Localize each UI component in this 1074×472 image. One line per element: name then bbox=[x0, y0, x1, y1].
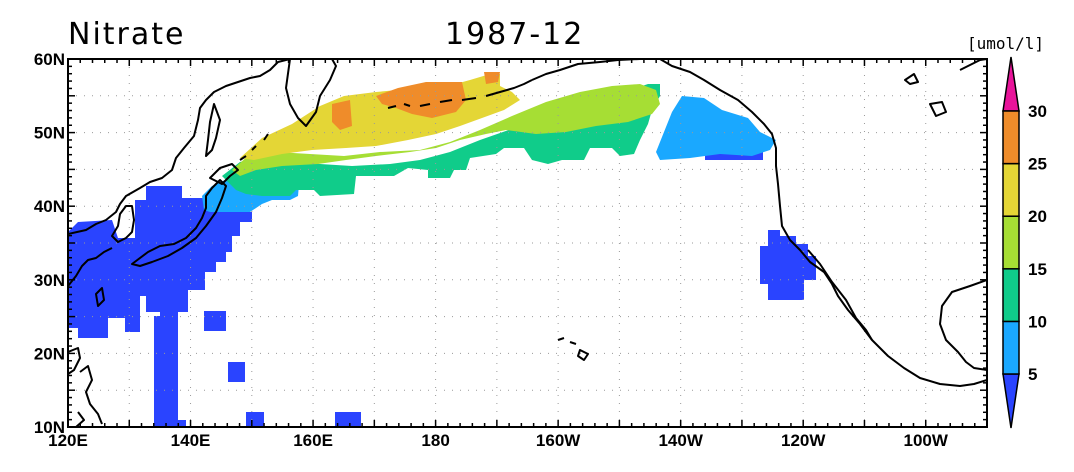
coast-baja bbox=[807, 249, 873, 341]
map-plot-area: 120E 140E 160E 180 160W 140W 120W 100W 60N 50N 40N… bbox=[34, 50, 988, 450]
lon-tick-label: 120E bbox=[48, 431, 88, 450]
lat-tick-label: 10N bbox=[34, 418, 65, 437]
field-below-5-patch-a bbox=[204, 311, 226, 331]
coast-philippines bbox=[75, 365, 103, 427]
field-below-5-west bbox=[68, 186, 252, 338]
field-15-20 bbox=[232, 84, 660, 176]
lat-tick-label: 50N bbox=[34, 124, 65, 143]
colorbar-segment bbox=[1002, 162, 1020, 217]
field-below-5-east bbox=[760, 230, 816, 300]
lat-tick-label: 60N bbox=[34, 50, 65, 69]
coast-sakhalin bbox=[205, 103, 221, 157]
field-25-30-c bbox=[484, 72, 500, 84]
coastlines bbox=[68, 59, 987, 427]
lon-tick-label: 100W bbox=[904, 431, 949, 450]
coast-korea bbox=[111, 205, 135, 243]
colorbar-segment bbox=[1002, 320, 1020, 375]
field-below-5-patch-c bbox=[246, 412, 264, 427]
lat-tick-label: 40N bbox=[34, 197, 65, 216]
colorbar-segment bbox=[1002, 215, 1020, 270]
coast-hawaii bbox=[557, 337, 589, 361]
colorbar-level-label: 20 bbox=[1028, 207, 1047, 226]
lon-tick-label: 140W bbox=[658, 431, 703, 450]
nitrate-field bbox=[68, 72, 816, 427]
colorbar-extend-low bbox=[1002, 373, 1020, 429]
colorbar-level-label: 30 bbox=[1028, 102, 1047, 121]
coast-taiwan bbox=[95, 287, 105, 307]
lat-tick-label: 20N bbox=[34, 344, 65, 363]
field-25-30-a bbox=[332, 100, 352, 130]
field-below-5-patch-d bbox=[335, 412, 361, 427]
colorbar: 5 10 15 20 25 30 bbox=[1002, 56, 1047, 429]
lat-tick-label: 30N bbox=[34, 271, 65, 290]
colorbar-segment bbox=[1002, 268, 1020, 323]
coast-japan bbox=[131, 179, 227, 267]
colorbar-segment bbox=[1002, 110, 1020, 165]
colorbar-level-label: 15 bbox=[1028, 260, 1047, 279]
field-5-10-east bbox=[656, 96, 776, 160]
colorbar-extend-high bbox=[1002, 56, 1020, 112]
lon-tick-label: 180 bbox=[421, 431, 449, 450]
date-title: 1987-12 bbox=[445, 17, 584, 52]
units-label: [umol/l] bbox=[967, 34, 1044, 53]
field-below-5-patch-b bbox=[228, 362, 245, 382]
field-25-30-b bbox=[376, 82, 466, 118]
coast-kurils bbox=[239, 133, 269, 161]
field-below-5-column bbox=[154, 316, 186, 427]
field-10-15 bbox=[222, 84, 660, 196]
coast-asia bbox=[68, 59, 337, 235]
colorbar-level-label: 5 bbox=[1028, 365, 1037, 384]
coast-gulf-mexico bbox=[939, 279, 987, 371]
coast-china bbox=[68, 247, 113, 375]
colorbar-level-label: 25 bbox=[1028, 155, 1047, 174]
coast-aleutians bbox=[387, 79, 533, 109]
lon-tick-label: 140E bbox=[171, 431, 211, 450]
lon-tick-label: 120W bbox=[781, 431, 826, 450]
lon-tick-label: 160E bbox=[293, 431, 333, 450]
coast-hokkaido bbox=[209, 163, 239, 185]
lon-tick-label: 160W bbox=[536, 431, 581, 450]
map-axes: 120E 140E 160E 180 160W 140W 120W 100W 60N 50N 40N… bbox=[34, 50, 988, 450]
colorbar-level-label: 10 bbox=[1028, 312, 1047, 331]
variable-title: Nitrate bbox=[68, 17, 185, 52]
